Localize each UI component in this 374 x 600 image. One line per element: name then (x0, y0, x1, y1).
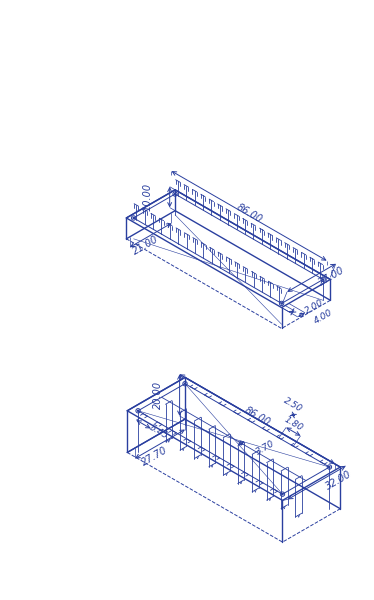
Text: 10.00: 10.00 (143, 183, 153, 211)
Text: 2.50: 2.50 (282, 396, 304, 414)
Text: 86.00: 86.00 (243, 405, 272, 427)
Text: 21.00: 21.00 (131, 234, 160, 256)
Text: 2.00: 2.00 (303, 298, 325, 316)
Circle shape (138, 410, 139, 411)
Circle shape (133, 217, 134, 218)
Text: 27.00: 27.00 (316, 265, 346, 287)
Text: 4.00: 4.00 (312, 308, 334, 326)
Text: 3.70: 3.70 (255, 439, 277, 457)
Text: 27.70: 27.70 (140, 445, 170, 467)
Text: 20.00: 20.00 (153, 381, 163, 409)
Text: 1.80: 1.80 (282, 415, 304, 433)
Text: 86.00: 86.00 (234, 203, 264, 225)
Circle shape (281, 303, 282, 304)
Text: 5.45: 5.45 (147, 424, 169, 441)
Circle shape (323, 279, 324, 280)
Text: 32.00: 32.00 (324, 469, 353, 492)
Circle shape (184, 383, 186, 384)
